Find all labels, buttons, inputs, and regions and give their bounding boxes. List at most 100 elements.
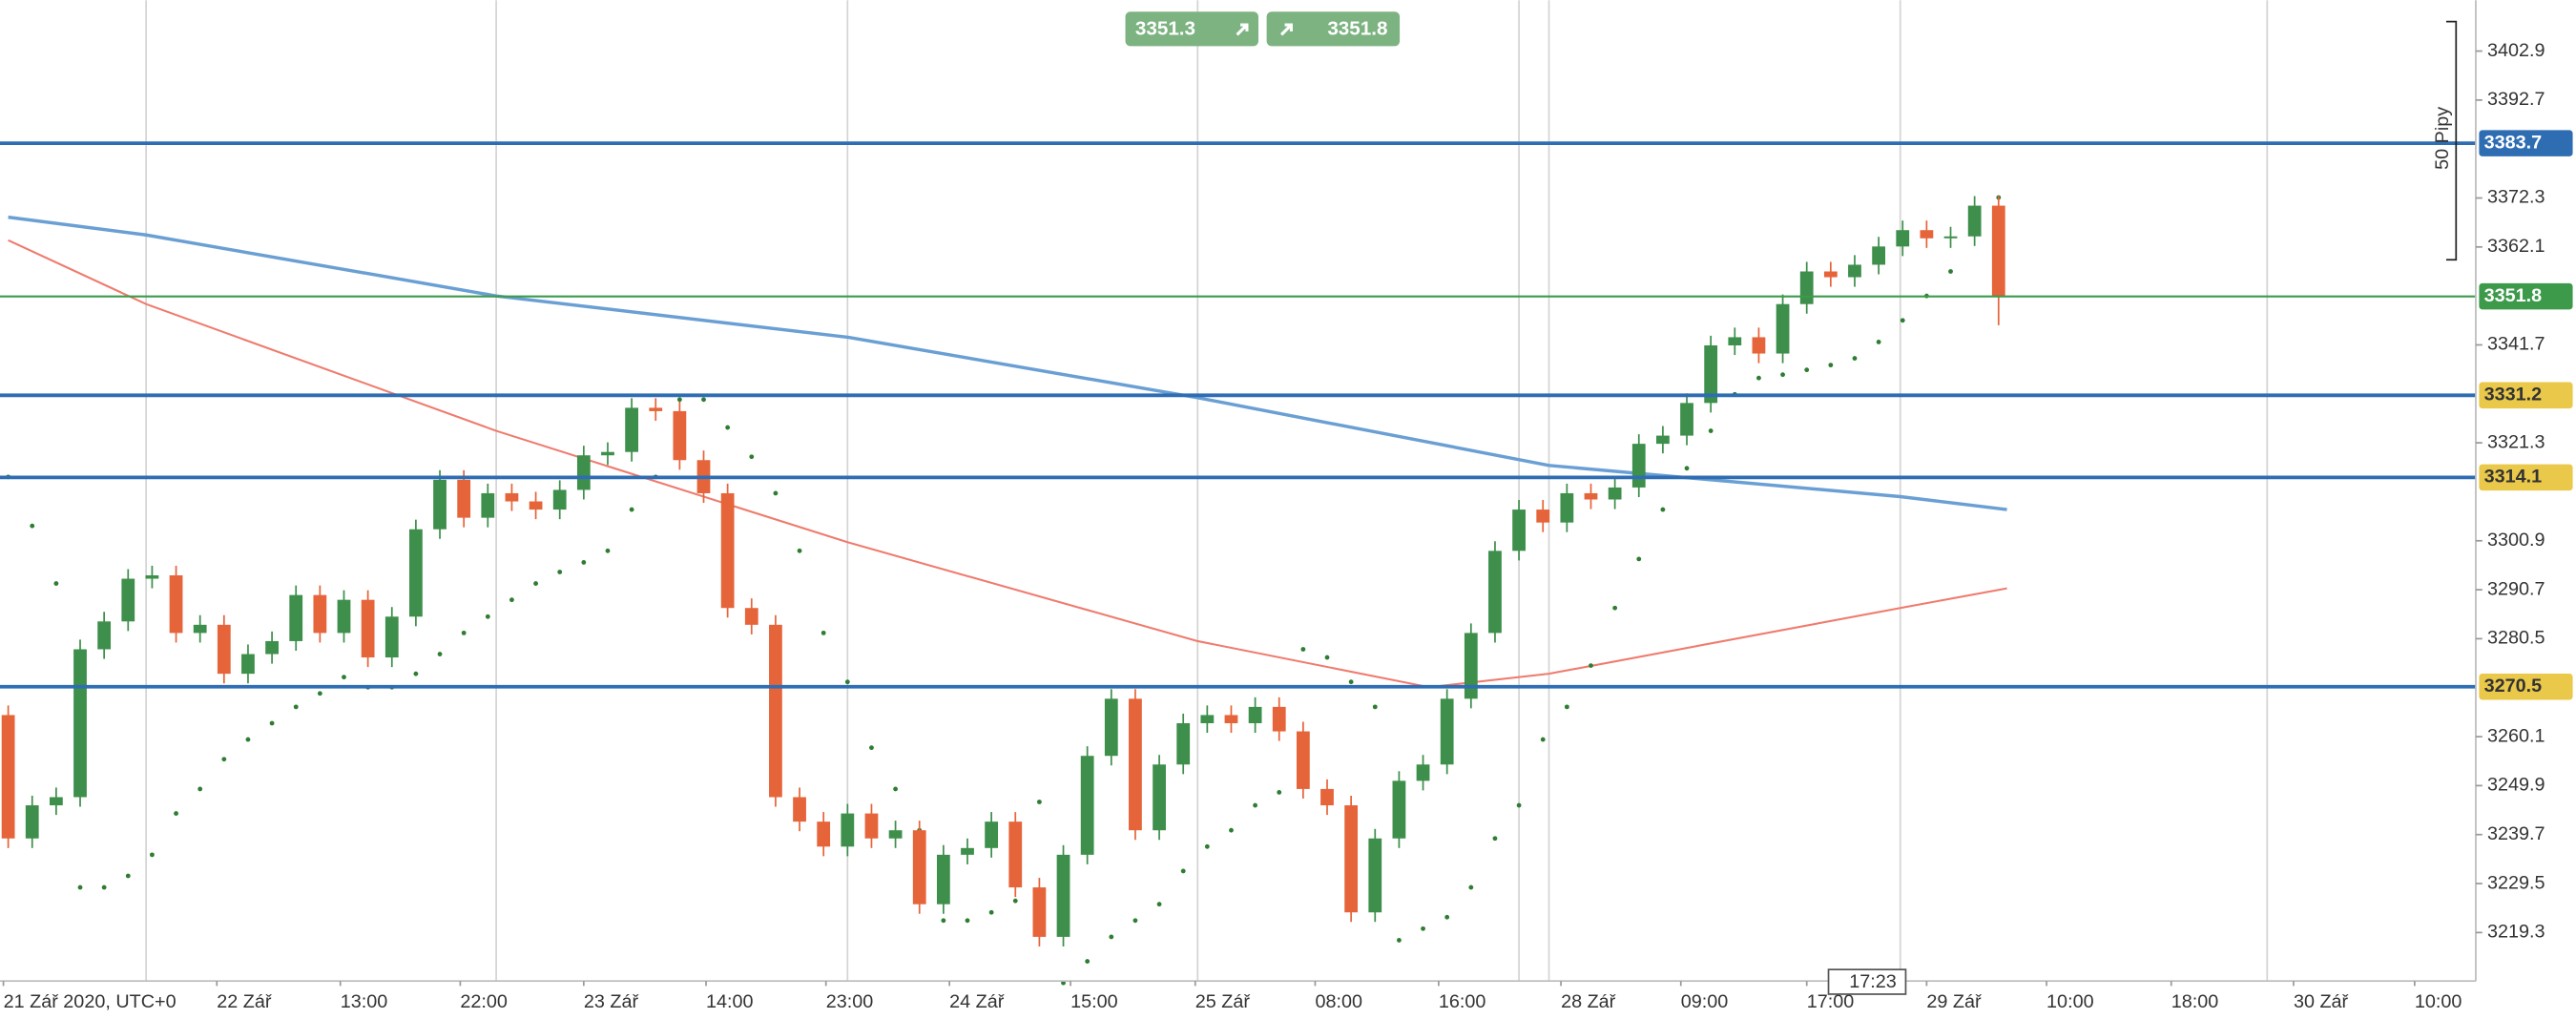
candle-body xyxy=(1248,706,1262,723)
sar-dot xyxy=(773,490,779,496)
candle-body xyxy=(1752,337,1766,354)
sar-dot xyxy=(317,691,322,697)
candle-body xyxy=(1344,805,1359,913)
buy-button-bg[interactable] xyxy=(1266,11,1401,47)
sar-dot xyxy=(941,918,946,924)
sar-dot xyxy=(725,425,731,430)
x-tick-label: 16:00 xyxy=(1439,991,1486,1012)
candle-body xyxy=(1,715,15,839)
x-tick-label: 13:00 xyxy=(341,991,388,1012)
candle-body xyxy=(1392,780,1406,839)
sar-dot xyxy=(1132,918,1138,924)
candle-body xyxy=(1153,764,1166,831)
y-tick-label: 3321.3 xyxy=(2487,431,2545,452)
candle-body xyxy=(1799,271,1814,304)
sar-dot xyxy=(1804,367,1810,373)
candle-body xyxy=(433,479,447,530)
sar-dot xyxy=(676,397,682,403)
x-tick-label: 28 Zář xyxy=(1561,991,1616,1012)
buy-price[interactable]: 3351.8 xyxy=(1327,18,1387,40)
buy-button[interactable]: 3351.8 xyxy=(1266,11,1401,47)
x-tick-label: 22 Zář xyxy=(217,991,272,1012)
candle-body xyxy=(457,479,471,518)
x-tick-label: 08:00 xyxy=(1315,991,1362,1012)
candle-body xyxy=(744,608,758,625)
candle-body xyxy=(1104,698,1118,757)
x-tick-label: 24 Zář xyxy=(949,991,1005,1012)
sar-dot xyxy=(1324,655,1330,660)
level-label-bg xyxy=(2479,282,2573,310)
candle-body xyxy=(864,813,879,839)
candle-body xyxy=(1320,788,1334,806)
sar-dot xyxy=(1444,914,1450,920)
candle-body xyxy=(313,594,327,634)
candle-body xyxy=(1464,633,1478,699)
sar-dot xyxy=(533,581,538,586)
x-tick-label: 14:00 xyxy=(706,991,754,1012)
candle-body xyxy=(1608,487,1622,500)
levels: 3383.7 3351.8 3331.2 3314.1 3270.5 xyxy=(0,130,2573,700)
arrow-icon xyxy=(1236,23,1249,36)
sar-dot xyxy=(1516,802,1522,808)
candle-body xyxy=(1560,492,1574,523)
sar-dot xyxy=(1540,737,1546,742)
sell-price[interactable]: 3351.3 xyxy=(1135,18,1195,40)
y-tick-label: 3249.9 xyxy=(2487,775,2545,796)
arrow-icon xyxy=(1280,23,1293,36)
sar-dot xyxy=(749,454,755,460)
sar-dot xyxy=(581,560,587,565)
candle-body xyxy=(145,575,159,579)
sar-dot xyxy=(557,570,563,574)
axes: 3402.9 3392.7 3372.3 3362.1 3341.7 3321.3 3300… xyxy=(2,40,2545,1012)
candle-body xyxy=(985,821,999,848)
sar-dot xyxy=(125,873,131,879)
sar-dot xyxy=(1348,679,1354,685)
candle-body xyxy=(121,578,135,622)
sar-dot xyxy=(53,581,59,586)
sell-button[interactable]: 3351.3 xyxy=(1125,11,1259,47)
cursor-time: 17:23 xyxy=(1849,971,1897,992)
sar-dot xyxy=(1085,959,1091,964)
x-tick-label: 09:00 xyxy=(1681,991,1729,1012)
candle-body xyxy=(73,649,87,798)
sar-dot xyxy=(150,852,155,858)
y-tick-label: 3229.5 xyxy=(2487,872,2545,893)
pip-ruler xyxy=(2445,20,2458,261)
ruler-label: 50 Pipy xyxy=(2432,107,2453,170)
candle-body xyxy=(841,813,855,847)
grid xyxy=(145,0,2269,982)
sar-dot xyxy=(174,811,178,816)
sar-dot xyxy=(1780,372,1785,378)
candle-body xyxy=(961,847,974,855)
sar-dot xyxy=(1660,507,1666,512)
sar-dot xyxy=(1684,466,1690,471)
candle-body xyxy=(1728,337,1742,345)
candle-body xyxy=(649,407,663,411)
x-tick-label: 15:00 xyxy=(1070,991,1118,1012)
sar-dot xyxy=(1828,363,1834,368)
sar-dot xyxy=(629,507,634,512)
candle-body xyxy=(97,621,112,650)
sar-dot xyxy=(485,613,490,619)
sar-dot xyxy=(1253,802,1258,808)
candles xyxy=(1,196,2005,946)
sell-button-bg[interactable] xyxy=(1125,11,1259,47)
sar-dot xyxy=(1156,902,1162,907)
candle-body xyxy=(817,821,831,847)
candle-body xyxy=(1416,764,1430,781)
x-tick-label: 23:00 xyxy=(826,991,874,1012)
level-label-bg xyxy=(2479,130,2573,156)
candle-body xyxy=(1224,715,1238,723)
candle-body xyxy=(1704,344,1718,404)
sar-dot xyxy=(821,630,826,635)
sar-dot xyxy=(1708,428,1714,433)
candle-body xyxy=(888,830,903,839)
candle-body xyxy=(793,797,806,822)
candle-body xyxy=(361,599,375,658)
level-label: 3383.7 xyxy=(2484,132,2543,153)
sar-dot xyxy=(1109,934,1114,940)
candle-body xyxy=(25,805,39,839)
x-tick-label: 18:00 xyxy=(2171,991,2219,1012)
sar-dot xyxy=(1012,898,1018,904)
sar-dot xyxy=(461,630,467,635)
